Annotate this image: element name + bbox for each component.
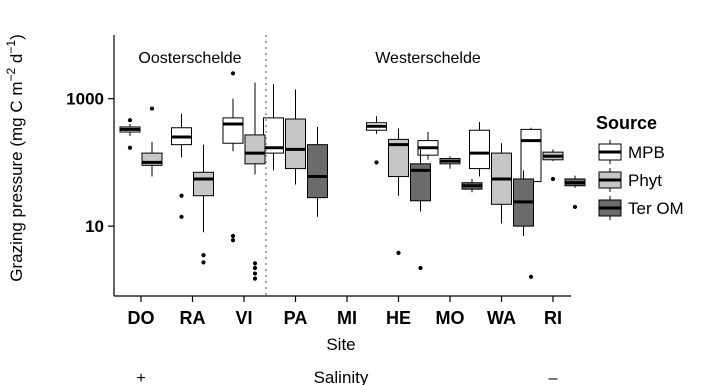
outlier (127, 118, 133, 123)
box-mpb-vi (222, 71, 244, 243)
outlier (149, 106, 155, 111)
box-phyt-ra (193, 144, 214, 265)
x-tick-label: WA (487, 308, 516, 328)
box-phyt-mo (439, 156, 461, 169)
box-phyt-do (141, 106, 163, 177)
legend-item-ter-om: Ter OM (598, 196, 684, 220)
box (222, 117, 244, 144)
x-tick-label: HE (386, 308, 411, 328)
x-tick-label: VI (235, 308, 252, 328)
legend-item-mpb: MPB (598, 140, 665, 164)
outlier (252, 271, 258, 276)
box-ter-om-he (410, 149, 431, 271)
outlier (252, 261, 258, 266)
box-mpb-wa (469, 122, 490, 177)
box-plots (119, 71, 586, 281)
outlier (230, 238, 236, 243)
box (469, 129, 490, 170)
x-tick-label: DO (128, 308, 155, 328)
x-tick-label: PA (284, 308, 308, 328)
box-mpb-ri (520, 127, 542, 279)
outlier (179, 193, 184, 198)
box-ter-om-ri (564, 175, 586, 210)
x-tick-label: MI (337, 308, 357, 328)
box-ter-om-wa (513, 170, 534, 236)
legend-title: Source (596, 113, 657, 133)
legend-item-phyt: Phyt (598, 168, 662, 192)
salinity-high: + (136, 370, 145, 385)
x-tick-label: RA (180, 308, 206, 328)
box-phyt-pa (285, 89, 306, 185)
box-mpb-mo (417, 132, 439, 160)
outlier (418, 265, 423, 271)
x-tick-label: RI (544, 308, 562, 328)
box-phyt-ri (542, 149, 564, 182)
box (193, 171, 214, 197)
x-tick-label: MO (436, 308, 465, 328)
salinity-label: Salinity (314, 368, 369, 385)
region-label-westerschelde: Westerschelde (375, 50, 481, 67)
box-phyt-vi (244, 82, 266, 281)
box-ter-om-pa (307, 126, 328, 217)
outlier (252, 265, 258, 271)
outlier (528, 274, 534, 279)
y-axis-label: Grazing pressure (mg C m−2 d−1) (4, 34, 26, 282)
outlier (396, 250, 401, 255)
y-ticks: 10 1000 (66, 90, 114, 236)
box-mpb-do (119, 118, 141, 150)
legend-label: Ter OM (628, 199, 684, 218)
outlier (201, 260, 206, 265)
box (285, 118, 306, 170)
box (307, 144, 328, 199)
y-tick-label: 1000 (66, 90, 104, 109)
legend-label: Phyt (628, 171, 662, 190)
outlier (550, 176, 556, 182)
x-ticks: DO RA VI PA MI HE MO WA RI (128, 296, 562, 328)
salinity-low: – (549, 370, 558, 385)
legend: Source MPB Phyt Ter OM (596, 113, 684, 220)
outlier (201, 253, 206, 258)
x-axis-label: Site (326, 335, 355, 354)
box-ter-om-mo (461, 178, 483, 193)
outlier (127, 145, 133, 150)
outlier (230, 233, 236, 239)
outlier (252, 276, 258, 281)
box (388, 138, 409, 178)
region-label-oosterschelde: Oosterschelde (138, 50, 241, 67)
box-phyt-wa (491, 143, 512, 224)
box (410, 163, 431, 202)
box-mpb-ra (171, 113, 192, 219)
outlier (230, 71, 236, 76)
outlier (374, 160, 379, 165)
outlier (179, 214, 184, 219)
box-phyt-he (388, 128, 409, 255)
box-mpb-he (366, 116, 387, 165)
outlier (572, 204, 578, 210)
box (244, 134, 266, 165)
legend-label: MPB (628, 143, 665, 162)
y-tick-label: 10 (85, 217, 104, 236)
